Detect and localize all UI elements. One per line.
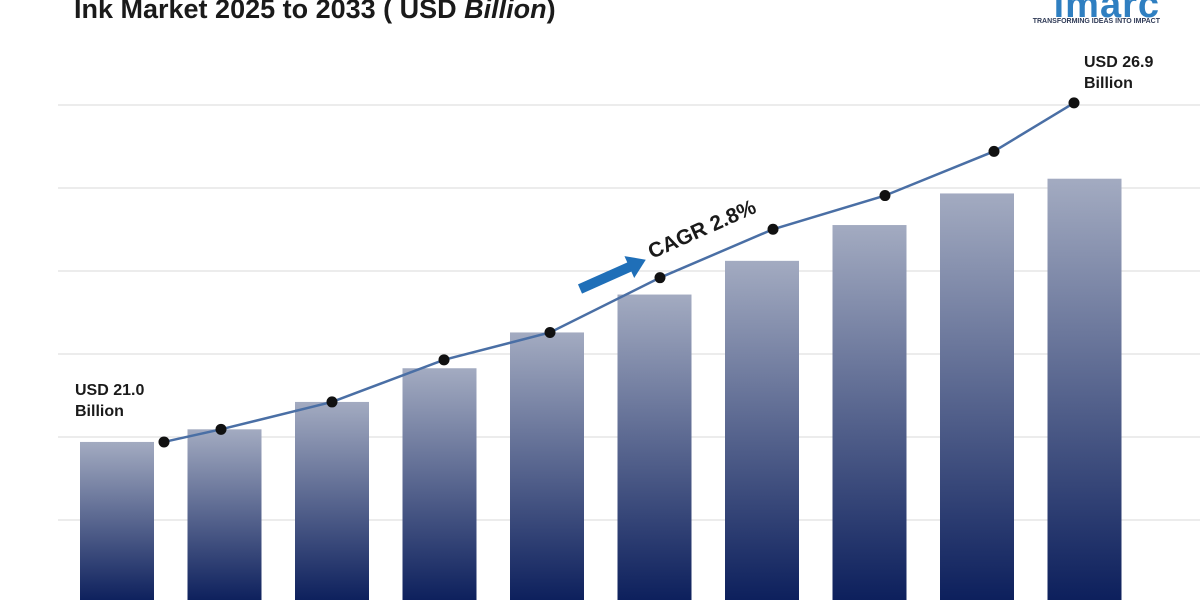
end-value-line2: Billion — [1084, 75, 1133, 92]
bar-5 — [510, 332, 584, 600]
bar-6 — [617, 294, 692, 600]
trend-point-9 — [988, 145, 1000, 157]
cagr-label: CAGR 2.8% — [645, 195, 760, 263]
imarc-logo: imarc TRANSFORMING IDEAS INTO IMPACT — [1030, 0, 1160, 34]
title-unit: Billion — [464, 0, 547, 24]
end-value-label: USD 26.9 Billion — [1084, 52, 1153, 94]
trend-point-4 — [438, 354, 450, 366]
trend-point-10 — [1068, 97, 1080, 109]
start-value-label: USD 21.0 Billion — [75, 380, 144, 422]
logo-word: imarc — [1053, 0, 1160, 26]
start-value-line2: Billion — [75, 403, 124, 420]
bar-7 — [725, 260, 799, 600]
bar-2 — [187, 429, 262, 600]
start-value-line1: USD 21.0 — [75, 382, 145, 399]
title-close: ) — [546, 0, 556, 24]
end-value-line1: USD 26.9 — [1084, 54, 1154, 71]
trend-point-2 — [215, 423, 227, 435]
cagr-arrow-icon — [577, 256, 646, 294]
trend-point-8 — [879, 190, 891, 202]
trend-point-1 — [158, 436, 170, 448]
bar-10 — [1047, 178, 1122, 600]
trend-point-5 — [544, 326, 556, 338]
trend-line — [163, 101, 1075, 444]
trend-point-6 — [654, 272, 666, 284]
logo-tagline: TRANSFORMING IDEAS INTO IMPACT — [1032, 18, 1160, 25]
bar-3 — [295, 401, 369, 600]
title-main: Ink Market 2025 to 2033 ( USD — [74, 0, 465, 24]
bar-1 — [80, 441, 154, 600]
bar-9 — [940, 193, 1014, 600]
chart-title: Ink Market 2025 to 2033 ( USD Billion) — [74, 0, 556, 25]
bar-8 — [832, 225, 907, 600]
trend-point-7 — [767, 223, 779, 235]
trend-point-3 — [326, 396, 338, 408]
bar-4 — [402, 368, 477, 600]
